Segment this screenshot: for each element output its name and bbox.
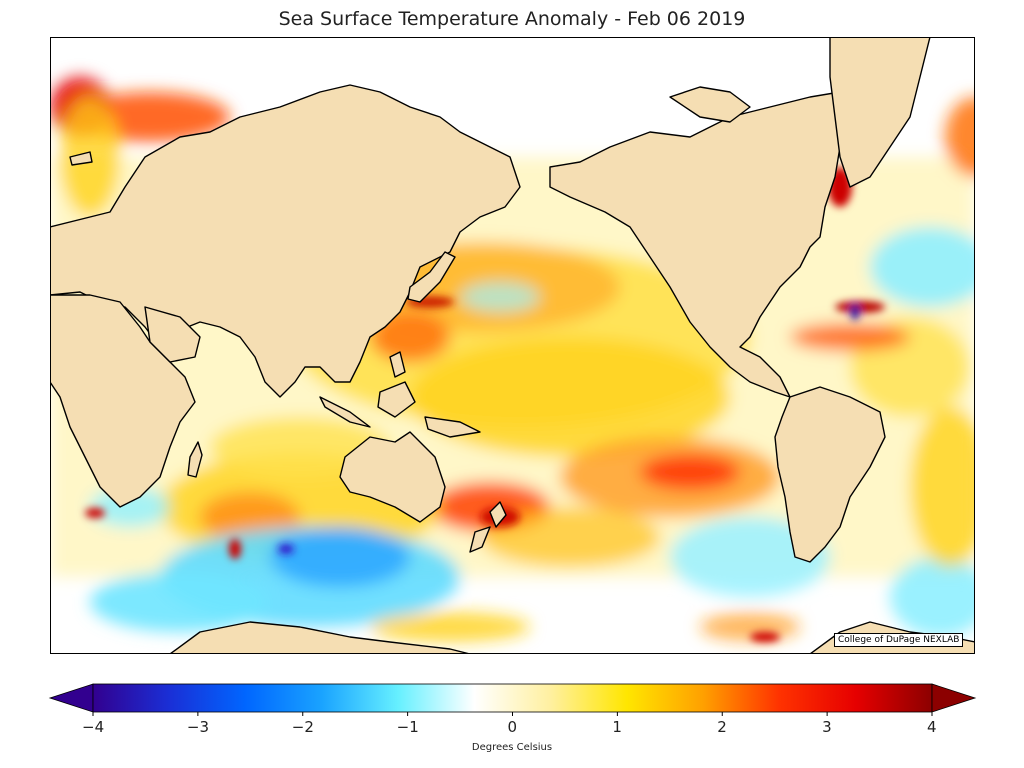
colorbar-tick-label: −1 <box>396 718 419 736</box>
landmass-japan <box>407 251 456 303</box>
colorbar-extend-low <box>48 683 94 713</box>
colorbar <box>48 683 977 716</box>
colorbar-tick-label: 0 <box>507 718 518 736</box>
landmass-north-america <box>549 91 851 398</box>
landmass-indonesia <box>319 396 371 428</box>
colorbar-tick-label: 2 <box>717 718 727 736</box>
landmass-africa <box>50 294 196 508</box>
colorbar-label: Degrees Celsius <box>471 742 553 753</box>
colorbar-ticks <box>92 712 933 716</box>
landmass-new-guinea <box>424 416 481 438</box>
colorbar-extend-high <box>931 683 977 713</box>
landmass-antarctica-west <box>169 621 471 654</box>
landmass-madagascar <box>187 441 203 478</box>
landmass-iceland <box>69 151 93 166</box>
sst-anomaly-map <box>50 37 975 654</box>
landmass-philippines <box>389 351 406 378</box>
colorbar-gradient <box>92 683 933 713</box>
landmass-arabia <box>144 306 201 363</box>
landmass-borneo <box>377 381 416 418</box>
map-title: Sea Surface Temperature Anomaly - Feb 06… <box>278 8 746 30</box>
colorbar-tick-label: −2 <box>291 718 314 736</box>
colorbar-tick-label: 3 <box>822 718 832 736</box>
colorbar-tick-label: 4 <box>927 718 937 736</box>
colorbar-tick-label: −3 <box>186 718 209 736</box>
colorbar-tick-label: 1 <box>612 718 622 736</box>
landmass-australia <box>339 431 446 523</box>
credit-label: College of DuPage NEXLAB <box>834 633 964 647</box>
landmass-greenland <box>829 37 931 188</box>
landmass-arctic-islands <box>669 86 751 123</box>
landmass-new-zealand <box>469 501 507 553</box>
landmass-south-america <box>774 386 886 563</box>
colorbar-tick-label: −4 <box>82 718 105 736</box>
landmasses <box>50 37 975 654</box>
